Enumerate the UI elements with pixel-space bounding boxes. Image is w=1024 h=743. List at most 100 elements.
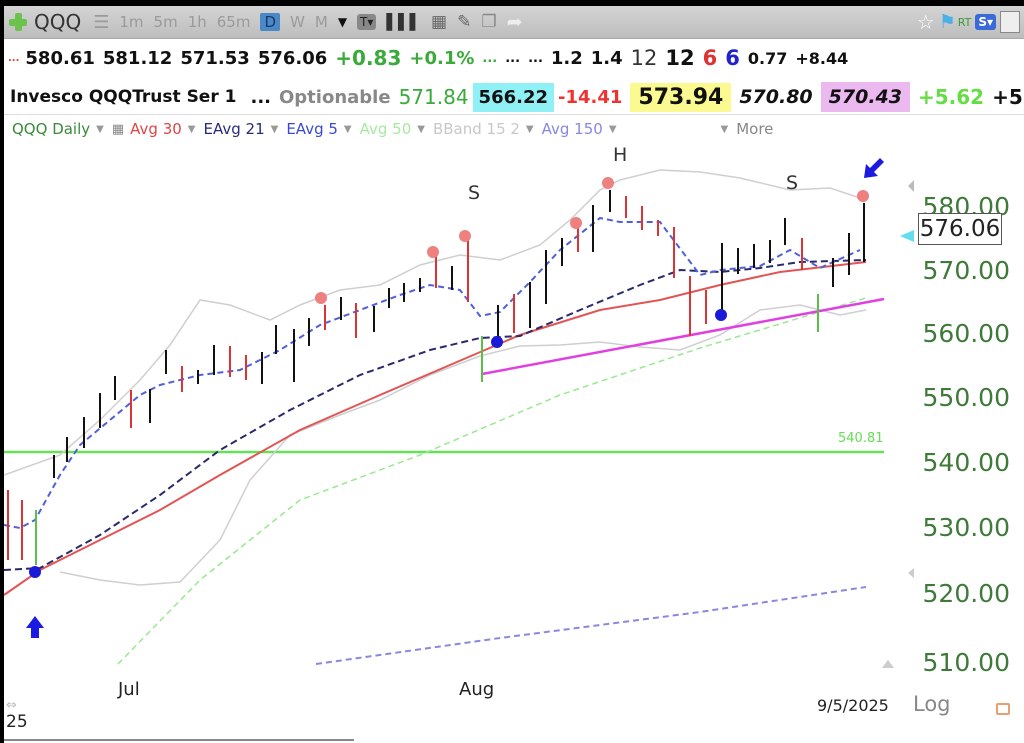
bband-lower bbox=[59, 304, 867, 586]
low-value: 571.53 bbox=[180, 47, 250, 69]
legend-bband[interactable]: BBand 15 2 bbox=[432, 120, 520, 138]
value-8: +8.44 bbox=[795, 48, 849, 68]
interval-weekly[interactable]: W bbox=[290, 13, 305, 31]
hline-label: 540.81 bbox=[838, 431, 884, 446]
value-1: 571.84 bbox=[398, 85, 469, 109]
value-5: 6 bbox=[702, 46, 718, 70]
info-row: Invesco QQQTrust Ser 1 ... Optionable 57… bbox=[4, 80, 1024, 115]
dropdown-icon[interactable]: ▼ bbox=[525, 123, 534, 135]
avg50-line bbox=[117, 297, 867, 665]
grid-icon[interactable]: ▦ bbox=[111, 121, 125, 137]
security-name: Invesco QQQTrust Ser 1 bbox=[10, 87, 237, 107]
y-tick-550: 550.00 bbox=[922, 383, 1010, 412]
interval-dropdown-icon[interactable]: ▼ bbox=[337, 15, 348, 29]
legend-avg30[interactable]: Avg 30 bbox=[130, 120, 182, 138]
optionable-label: Optionable bbox=[279, 86, 391, 108]
dots: ... bbox=[528, 50, 543, 66]
close-value: 576.06 bbox=[257, 47, 328, 69]
value-4: 573.94 bbox=[630, 82, 732, 112]
interval-daily[interactable]: D bbox=[260, 13, 281, 31]
y-tick-570: 570.00 bbox=[922, 256, 1010, 285]
legend-avg50[interactable]: Avg 50 bbox=[359, 120, 412, 138]
rt-label[interactable]: RT bbox=[957, 15, 972, 29]
value-3: -14.41 bbox=[558, 86, 623, 108]
legend-series[interactable]: QQQ Daily bbox=[12, 120, 91, 138]
current-date: 9/5/2025 bbox=[817, 696, 889, 715]
dropdown-icon[interactable]: ▼ bbox=[96, 123, 104, 135]
avg150-line bbox=[315, 586, 867, 665]
folder-icon[interactable]: ❐ bbox=[481, 12, 497, 32]
dropdown-icon[interactable]: ▼ bbox=[270, 123, 279, 135]
interval-monthly[interactable]: M bbox=[314, 13, 328, 31]
quote-row: ... 580.61 581.12 571.53 576.06 +0.83 +0… bbox=[4, 42, 1024, 74]
pivot-high-markers bbox=[315, 177, 869, 304]
interval-1h[interactable]: 1h bbox=[187, 13, 207, 31]
more-button[interactable]: More bbox=[736, 120, 774, 138]
interval-1m[interactable]: 1m bbox=[119, 13, 144, 31]
head-label: H bbox=[613, 144, 628, 166]
x-label-jul: Jul bbox=[118, 679, 140, 700]
bottom-scrollbar[interactable] bbox=[4, 739, 354, 741]
pivot-low-markers bbox=[29, 309, 727, 578]
shoulder-label: S bbox=[468, 182, 481, 204]
indicator-legend: QQQ Daily ▼ ▦ Avg 30 ▼ EAvg 21 ▼ EAvg 5 … bbox=[4, 117, 1024, 141]
y-tick-540: 540.00 bbox=[922, 448, 1010, 477]
add-grid-icon[interactable]: ▦ bbox=[431, 12, 448, 32]
save-icon[interactable] bbox=[1000, 11, 1020, 33]
value-6: 6 bbox=[725, 46, 740, 70]
year-label: 25 bbox=[6, 712, 28, 732]
add-symbol-icon[interactable] bbox=[8, 12, 28, 32]
list-icon[interactable]: ☰ bbox=[93, 11, 110, 33]
bband-upper bbox=[4, 169, 867, 476]
chart-window: QQQ ☰ 1m 5m 1h 65m D W M ▼ T▾ ▌▌▌ ▦ ✎ ❐ … bbox=[4, 6, 1024, 743]
interval-65m[interactable]: 65m bbox=[216, 13, 251, 31]
trendline bbox=[481, 297, 885, 376]
log-scale-toggle[interactable]: Log bbox=[913, 692, 951, 716]
avg30-line bbox=[4, 261, 867, 596]
value-2: 1.4 bbox=[590, 47, 623, 69]
price-chart[interactable] bbox=[4, 6, 1024, 743]
pencil-icon[interactable]: ✎ bbox=[457, 12, 472, 32]
open-value: 580.61 bbox=[25, 47, 95, 69]
dropdown-icon[interactable]: ▼ bbox=[417, 123, 425, 135]
flag-icon[interactable]: ⚑ bbox=[938, 11, 956, 33]
interval-5m[interactable]: 5m bbox=[153, 13, 178, 31]
dropdown-icon[interactable]: ▼ bbox=[608, 123, 617, 135]
dots: ... bbox=[505, 50, 521, 66]
value-4: 12 bbox=[665, 46, 695, 70]
dropdown-icon[interactable]: ▼ bbox=[187, 123, 196, 135]
y-tick-560: 560.00 bbox=[922, 319, 1010, 348]
value-5: 570.80 bbox=[739, 86, 813, 108]
up-arrow-icon bbox=[26, 616, 44, 638]
lock-icon[interactable] bbox=[996, 703, 1010, 715]
redo-arrow-icon[interactable]: ➦ bbox=[506, 11, 523, 33]
value-1: 1.2 bbox=[550, 47, 583, 69]
y-tick-530: 530.00 bbox=[922, 513, 1010, 542]
legend-avg150[interactable]: Avg 150 bbox=[541, 120, 603, 138]
value-3: 12 bbox=[630, 46, 658, 70]
change-pct: +0.1% bbox=[409, 47, 475, 69]
high-value: 581.12 bbox=[102, 47, 173, 69]
star-icon[interactable]: ☆ bbox=[916, 10, 935, 34]
down-arrow-icon bbox=[864, 158, 884, 178]
y-tick-520: 520.00 bbox=[922, 579, 1010, 608]
value-7: +5.62 bbox=[917, 85, 985, 109]
text-tool-icon[interactable]: T▾ bbox=[357, 14, 377, 30]
eavg5-line bbox=[4, 216, 861, 530]
legend-eavg5[interactable]: EAvg 5 bbox=[286, 120, 338, 138]
scroll-arrows-icon[interactable]: ⇔ bbox=[6, 698, 17, 713]
s-menu-button[interactable]: S▾ bbox=[975, 14, 996, 30]
legend-eavg21[interactable]: EAvg 21 bbox=[203, 120, 265, 138]
dropdown-icon[interactable]: ▼ bbox=[343, 123, 352, 135]
change-value: +0.83 bbox=[335, 46, 402, 70]
bar-chart-icon[interactable]: ▌▌▌ bbox=[386, 13, 422, 31]
scroll-up-icon bbox=[882, 660, 894, 668]
shoulder-label: S bbox=[786, 172, 799, 194]
scroll-marker-icon bbox=[908, 568, 914, 578]
scroll-marker-icon bbox=[908, 180, 914, 192]
value-7: 0.77 bbox=[747, 48, 788, 68]
ohlc-bars bbox=[7, 190, 865, 565]
symbol-label[interactable]: QQQ bbox=[34, 10, 82, 34]
price-marker-icon bbox=[900, 230, 914, 242]
dropdown-icon[interactable]: ▼ bbox=[720, 123, 729, 135]
